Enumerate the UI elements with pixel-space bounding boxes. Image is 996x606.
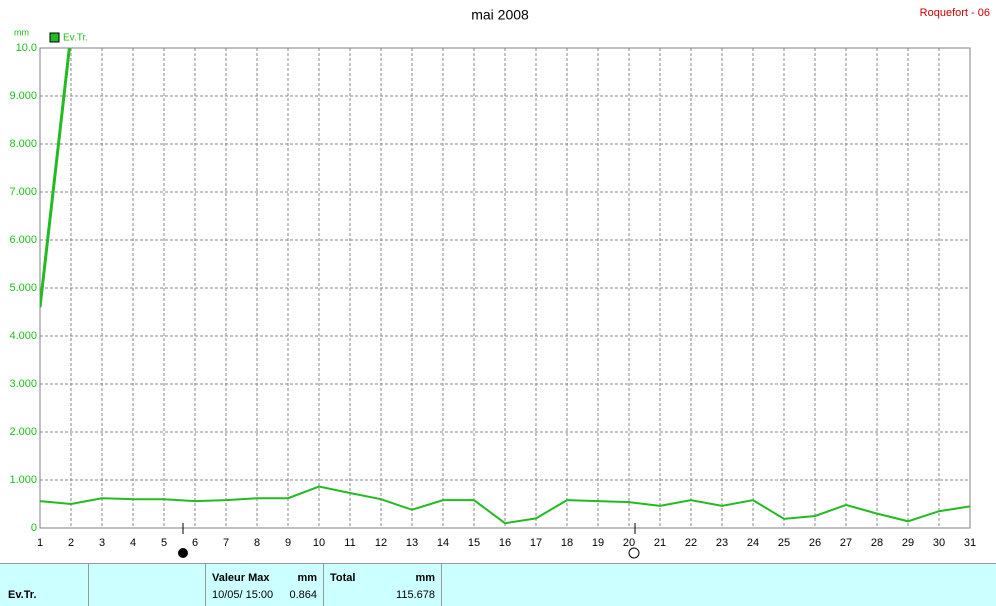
max-label: Valeur Max <box>212 572 270 584</box>
x-tick-label: 1 <box>37 537 43 549</box>
x-tick-label: 27 <box>840 537 852 549</box>
max-value: 0.864 <box>289 589 317 601</box>
x-tick-label: 23 <box>716 537 728 549</box>
y-tick-label: 0 <box>31 522 37 534</box>
total-label: Total <box>330 572 356 584</box>
y-tick-label: 1.000 <box>9 474 37 486</box>
x-tick-label: 22 <box>685 537 697 549</box>
y-tick-label: 2.000 <box>9 426 37 438</box>
y-axis-label: mm <box>14 27 29 37</box>
y-tick-label: 8.000 <box>9 138 37 150</box>
x-tick-label: 2 <box>68 537 74 549</box>
chart-title: mai 2008 <box>471 7 529 23</box>
x-tick-label: 29 <box>902 537 914 549</box>
total-value: 115.678 <box>396 589 435 601</box>
x-tick-label: 19 <box>592 537 604 549</box>
x-tick-label: 26 <box>809 537 821 549</box>
x-tick-label: 11 <box>344 537 355 549</box>
x-tick-label: 21 <box>654 537 666 549</box>
x-tick-label: 28 <box>871 537 883 549</box>
x-tick-label: 10 <box>313 537 325 549</box>
x-tick-label: 20 <box>623 537 635 549</box>
station: Roquefort - 06 <box>920 7 990 19</box>
max-unit: mm <box>297 572 317 584</box>
series-name: Ev.Tr. <box>8 589 37 601</box>
x-tick-label: 3 <box>99 537 105 549</box>
y-tick-label: 6.000 <box>9 234 37 246</box>
x-tick-label: 31 <box>964 537 976 549</box>
series-line <box>40 485 970 525</box>
legend-label: Ev.Tr. <box>63 33 88 44</box>
y-tick-label: 4.000 <box>9 330 37 342</box>
legend-swatch <box>49 32 60 43</box>
x-tick-label: 24 <box>747 537 759 549</box>
y-tick-label: 10.0 <box>16 42 37 54</box>
x-tick-label: 15 <box>468 537 480 549</box>
series-line <box>40 48 71 308</box>
x-tick-label: 12 <box>375 537 387 549</box>
x-tick-label: 30 <box>933 537 945 549</box>
total-unit: mm <box>415 572 435 584</box>
chart: mai 2008 Roquefort - 06 mm Ev.Tr. 0 1.000… <box>9 7 990 559</box>
cell: Total mm 115.678 <box>324 564 442 606</box>
new-moon <box>178 548 188 558</box>
x-tick-label: 13 <box>406 537 418 549</box>
x-tick-label: 6 <box>192 537 198 549</box>
x-tick-label: 25 <box>778 537 790 549</box>
footer: Ev.Tr. Valeur Max mm 10/05/ 15:00 0.864 … <box>0 563 996 606</box>
full-moon <box>628 547 640 559</box>
x-tick-label: 5 <box>161 537 167 549</box>
x-tick-label: 18 <box>561 537 573 549</box>
y-tick-label: 7.000 <box>9 186 37 198</box>
x-tick-label: 4 <box>130 537 136 549</box>
x-tick-label: 14 <box>437 537 449 549</box>
x-tick-label: 16 <box>499 537 511 549</box>
y-tick-label: 9.000 <box>9 90 37 102</box>
x-tick-label: 7 <box>223 537 229 549</box>
x-tick-label: 17 <box>530 537 542 549</box>
cell: Ev.Tr. <box>0 564 89 606</box>
max-date: 10/05/ 15:00 <box>212 589 274 601</box>
x-tick-label: 9 <box>285 537 291 549</box>
y-tick-label: 5.000 <box>9 282 37 294</box>
cell: Valeur Max mm 10/05/ 15:00 0.864 <box>206 564 324 606</box>
y-tick-label: 3.000 <box>9 378 37 390</box>
x-tick-label: 8 <box>254 537 260 549</box>
cell <box>89 564 206 606</box>
